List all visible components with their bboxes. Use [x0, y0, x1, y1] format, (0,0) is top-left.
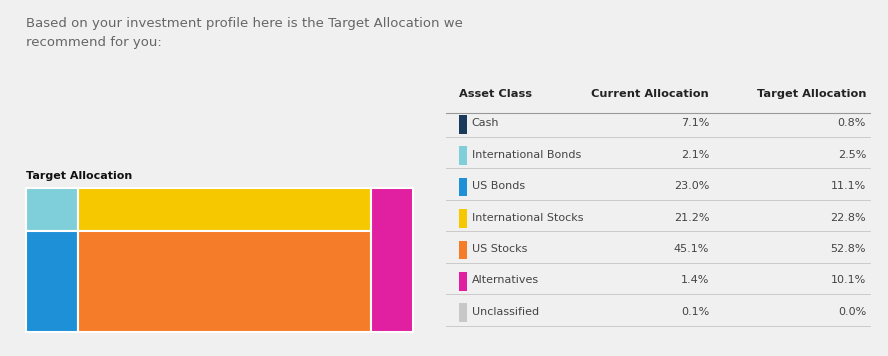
Bar	[459, 272, 467, 291]
Bar	[78, 231, 371, 332]
Text: 10.1%: 10.1%	[831, 276, 866, 286]
Text: Target Allocation: Target Allocation	[26, 171, 132, 181]
Text: Asset Class: Asset Class	[459, 89, 532, 99]
Text: 0.8%: 0.8%	[837, 118, 866, 128]
Bar	[459, 115, 467, 134]
Bar	[459, 241, 467, 259]
Text: International Stocks: International Stocks	[472, 213, 583, 222]
Bar	[459, 209, 467, 228]
Text: US Bonds: US Bonds	[472, 181, 525, 191]
Text: Based on your investment profile here is the Target Allocation we
recommend for : Based on your investment profile here is…	[26, 17, 463, 49]
Text: Target Allocation: Target Allocation	[757, 89, 866, 99]
Text: 52.8%: 52.8%	[830, 244, 866, 254]
Text: Unclassified: Unclassified	[472, 307, 539, 317]
Bar	[459, 303, 467, 322]
Text: 11.1%: 11.1%	[831, 181, 866, 191]
Text: 23.0%: 23.0%	[674, 181, 710, 191]
Text: 0.0%: 0.0%	[837, 307, 866, 317]
Bar	[26, 188, 78, 231]
Text: Cash: Cash	[472, 118, 499, 128]
Text: Alternatives: Alternatives	[472, 276, 539, 286]
Bar	[78, 188, 371, 231]
Text: 2.1%: 2.1%	[681, 150, 710, 159]
Text: Current Allocation: Current Allocation	[591, 89, 710, 99]
Text: US Stocks: US Stocks	[472, 244, 527, 254]
Bar	[459, 178, 467, 197]
Bar	[26, 231, 78, 332]
Text: 0.1%: 0.1%	[681, 307, 710, 317]
Text: 7.1%: 7.1%	[681, 118, 710, 128]
Text: 22.8%: 22.8%	[830, 213, 866, 222]
Text: 2.5%: 2.5%	[837, 150, 866, 159]
Text: 1.4%: 1.4%	[681, 276, 710, 286]
Bar	[371, 188, 414, 332]
Bar	[459, 146, 467, 165]
Text: 45.1%: 45.1%	[674, 244, 710, 254]
Text: International Bonds: International Bonds	[472, 150, 581, 159]
Text: 21.2%: 21.2%	[674, 213, 710, 222]
